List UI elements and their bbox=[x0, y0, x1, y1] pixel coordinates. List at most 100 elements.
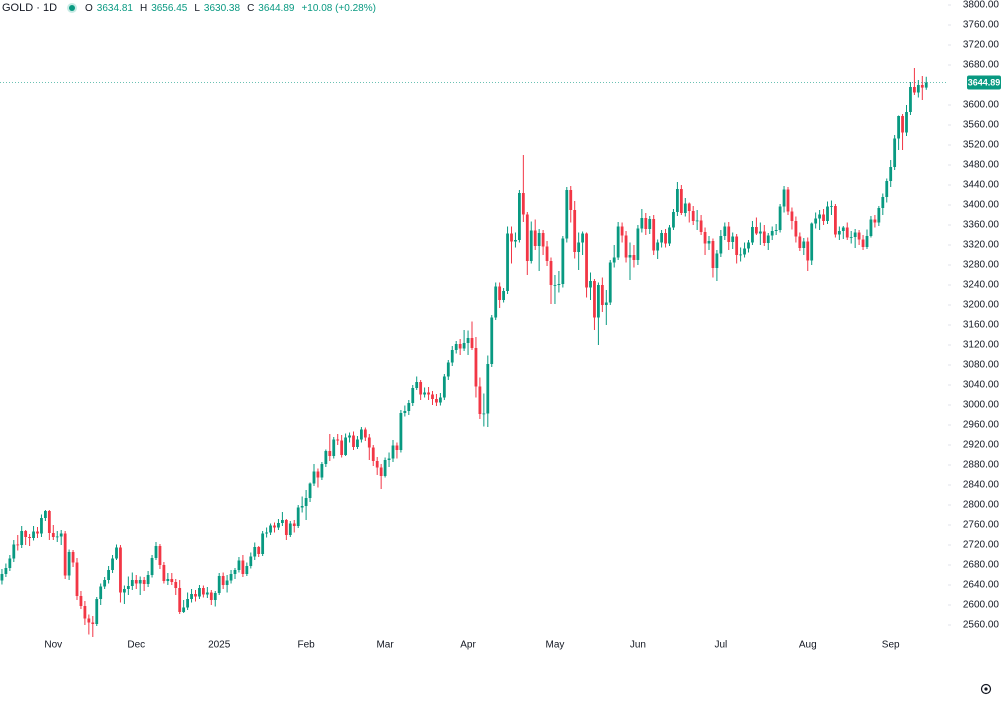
candle-body bbox=[735, 236, 739, 255]
candle-body bbox=[316, 471, 320, 478]
x-tick-label: 2025 bbox=[208, 640, 231, 651]
candle-body bbox=[683, 203, 687, 213]
candle-body bbox=[423, 392, 426, 395]
candle-body bbox=[474, 348, 478, 387]
candle-body bbox=[146, 575, 150, 584]
candle-body bbox=[399, 413, 403, 450]
candle-body bbox=[624, 235, 628, 258]
ohlc-value: 3630.38 bbox=[203, 2, 241, 14]
settings-icon[interactable] bbox=[980, 683, 992, 695]
candle-body bbox=[221, 576, 225, 585]
candle-body bbox=[111, 558, 114, 570]
legend-header: GOLD · 1D O 3634.81 H 3656.45 L 3630.38 C 36… bbox=[2, 2, 379, 14]
candle-body bbox=[205, 592, 209, 595]
last-price-label: 3644.89 bbox=[968, 77, 1001, 87]
x-tick-label: Feb bbox=[297, 640, 315, 651]
candle-body bbox=[668, 227, 671, 244]
candle-body bbox=[743, 248, 746, 255]
candle-body bbox=[640, 218, 644, 229]
candle-body bbox=[336, 439, 340, 441]
candle-body bbox=[909, 87, 912, 112]
candle-body bbox=[328, 451, 332, 456]
settings-center[interactable] bbox=[984, 687, 988, 691]
y-tick-label: 3040.00 bbox=[963, 380, 1000, 391]
candle-body bbox=[300, 506, 304, 508]
candle-body bbox=[190, 594, 193, 599]
candle-body bbox=[32, 531, 35, 538]
x-tick-label: Sep bbox=[882, 640, 900, 651]
candle-body bbox=[620, 226, 624, 236]
candle-body bbox=[44, 511, 47, 518]
candle-body bbox=[581, 233, 584, 243]
candle-body bbox=[865, 236, 869, 247]
candle-body bbox=[794, 221, 798, 237]
x-tick-label: May bbox=[545, 640, 564, 651]
candle-body bbox=[435, 399, 438, 403]
y-tick-label: 2600.00 bbox=[963, 600, 1000, 611]
candle-body bbox=[261, 533, 265, 554]
candle-body bbox=[498, 286, 502, 300]
candle-body bbox=[352, 435, 355, 447]
candle-body bbox=[466, 338, 470, 343]
candle-body bbox=[419, 382, 423, 395]
candle-body bbox=[344, 437, 347, 455]
settings-ring[interactable] bbox=[980, 683, 992, 695]
candle-body bbox=[869, 219, 873, 236]
candle-body bbox=[920, 85, 924, 88]
y-tick-label: 3720.00 bbox=[963, 40, 1000, 51]
y-tick-label: 3000.00 bbox=[963, 400, 1000, 411]
candle-body bbox=[916, 85, 920, 93]
candle-body bbox=[245, 566, 249, 574]
candle-body bbox=[830, 206, 833, 207]
candle-body bbox=[8, 558, 12, 568]
candle-body bbox=[182, 607, 186, 612]
candle-body bbox=[95, 599, 99, 624]
candle-body bbox=[71, 552, 75, 563]
candle-body bbox=[845, 227, 849, 238]
candle-body bbox=[277, 523, 280, 528]
change: +10.08 (+0.28%) bbox=[301, 2, 376, 14]
candle-body bbox=[731, 236, 735, 242]
candle-body bbox=[561, 238, 565, 284]
candle-body bbox=[253, 547, 257, 557]
candle-body bbox=[604, 302, 608, 305]
x-tick-label: Apr bbox=[460, 640, 476, 651]
candle-body bbox=[482, 413, 486, 415]
candle-body bbox=[529, 230, 533, 261]
y-tick-label: 3560.00 bbox=[963, 120, 1000, 131]
candle-body bbox=[798, 236, 802, 248]
candle-body bbox=[691, 211, 695, 221]
ohlc-value: 3634.81 bbox=[96, 2, 133, 14]
candle-body bbox=[67, 552, 71, 576]
y-tick-label: 2680.00 bbox=[963, 560, 1000, 571]
candle-body bbox=[439, 397, 442, 403]
candle-body bbox=[660, 233, 663, 243]
candle-body bbox=[308, 483, 312, 498]
candle-body bbox=[103, 580, 107, 587]
candle-body bbox=[166, 579, 170, 581]
candle-body bbox=[107, 570, 110, 580]
candle-body bbox=[99, 586, 103, 599]
candle-body bbox=[237, 560, 241, 570]
candle-body bbox=[853, 232, 857, 237]
candle-body bbox=[841, 227, 845, 231]
candle-body bbox=[395, 445, 399, 450]
candle-body bbox=[431, 394, 434, 399]
candle-body bbox=[553, 285, 557, 286]
candle-body bbox=[304, 498, 308, 506]
candle-body bbox=[873, 219, 877, 223]
y-tick-label: 3760.00 bbox=[963, 20, 1000, 31]
candle-body bbox=[225, 580, 229, 585]
candle-body bbox=[676, 189, 679, 212]
candle-body bbox=[138, 580, 142, 584]
candle-body bbox=[612, 257, 616, 263]
candle-body bbox=[194, 594, 197, 597]
candle-body bbox=[363, 429, 367, 438]
candle-body bbox=[837, 231, 841, 235]
y-tick-label: 3120.00 bbox=[963, 340, 1000, 351]
candle-body bbox=[514, 240, 517, 242]
candle-body bbox=[281, 520, 284, 523]
candle-body bbox=[273, 525, 276, 528]
ohlc-value: 3656.45 bbox=[151, 2, 188, 14]
candle-body bbox=[814, 218, 818, 224]
